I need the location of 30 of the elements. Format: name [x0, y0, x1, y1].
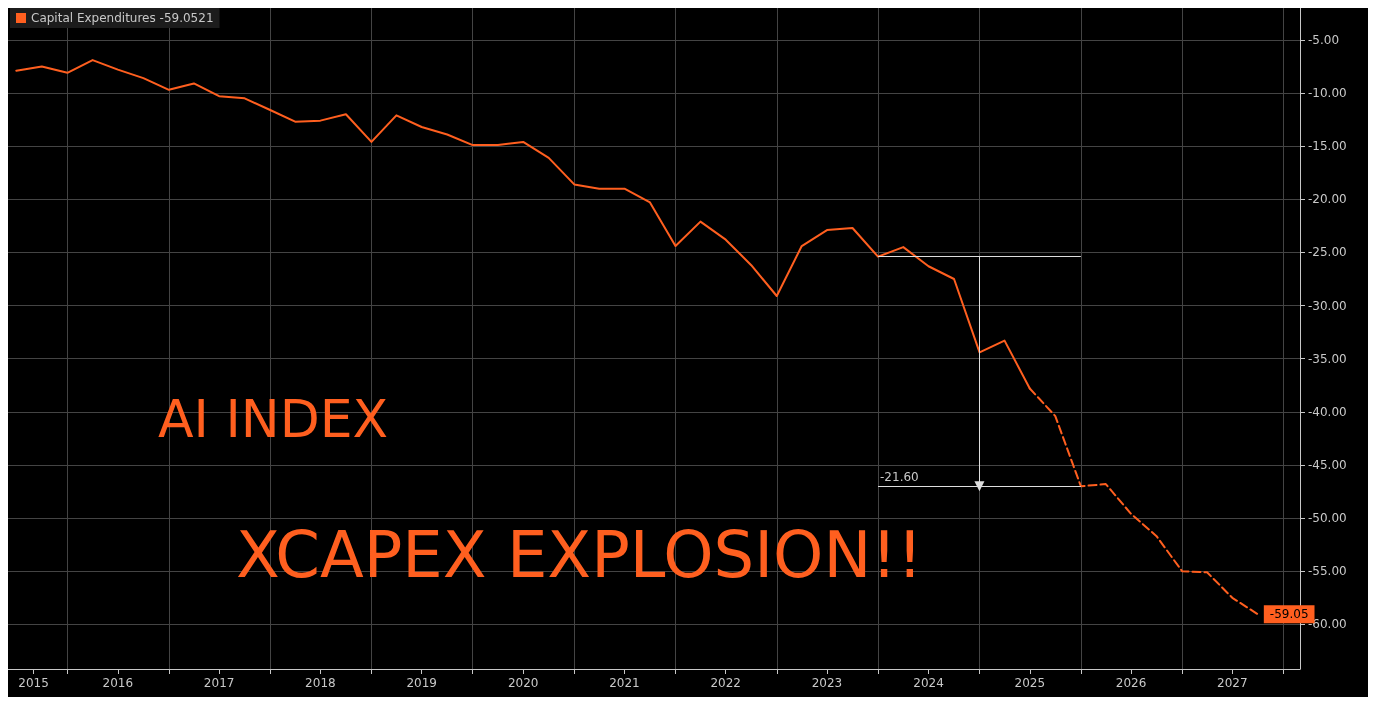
annotation: -21.60 [880, 470, 919, 485]
y-tick-label: -25.00 [1308, 245, 1347, 260]
y-tick-label: -60.00 [1308, 617, 1347, 632]
x-tick-label: 2027 [1217, 676, 1248, 690]
y-tick-label: -30.00 [1308, 298, 1347, 313]
y-tick-label: -5.00 [1308, 32, 1340, 47]
x-tick-label: 2018 [305, 676, 336, 690]
x-tick-label: 2016 [102, 676, 134, 690]
y-tick-label: -35.00 [1308, 351, 1347, 366]
x-tick-label: 2017 [203, 676, 235, 690]
x-tick-label: 2021 [609, 676, 640, 690]
y-tick-label: -20.00 [1308, 192, 1347, 207]
legend-label: Capital Expenditures -59.0521 [31, 11, 214, 25]
x-tick-label: 2020 [507, 676, 539, 690]
x-tick-label: 2023 [811, 676, 843, 690]
y-tick-label: -10.00 [1308, 86, 1347, 101]
y-tick-label: -50.00 [1308, 511, 1347, 526]
x-tick-label: 2019 [406, 676, 437, 690]
annotation: XCAPEX EXPLOSION!! [236, 518, 923, 592]
y-tick-label: -40.00 [1308, 404, 1347, 419]
x-tick-label: 2015 [18, 676, 49, 690]
x-tick-label: 2022 [710, 676, 741, 690]
y-tick-label: -45.00 [1308, 457, 1347, 472]
y-tick-label: -15.00 [1308, 139, 1347, 154]
x-tick-label: 2024 [913, 676, 944, 690]
x-tick-label: 2025 [1014, 676, 1046, 690]
x-tick-label: 2026 [1115, 676, 1147, 690]
annotation: AI INDEX [158, 389, 389, 449]
data-label: -59.05 [1269, 607, 1309, 622]
y-tick-label: -55.00 [1308, 564, 1347, 579]
